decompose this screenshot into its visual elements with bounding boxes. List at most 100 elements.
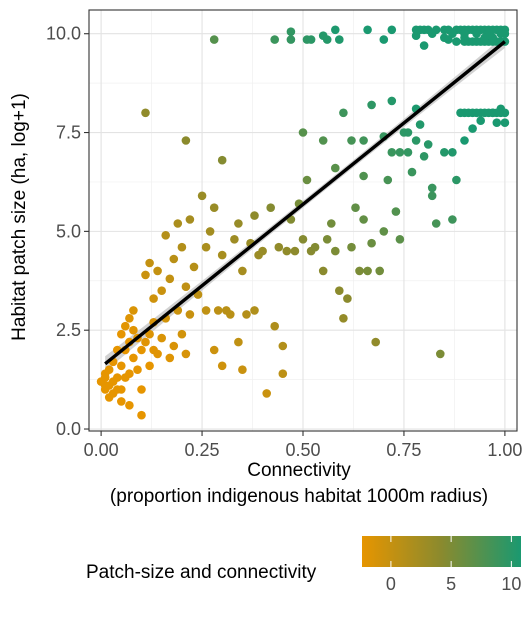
data-point xyxy=(318,31,328,40)
data-point xyxy=(205,227,215,236)
data-point xyxy=(230,235,239,244)
data-point xyxy=(460,33,469,42)
data-point xyxy=(242,310,251,319)
data-point xyxy=(113,373,122,382)
data-point xyxy=(403,148,413,157)
data-point xyxy=(258,246,267,256)
data-point xyxy=(181,349,191,359)
data-point xyxy=(331,163,340,173)
data-point xyxy=(351,203,360,212)
data-point xyxy=(423,140,433,149)
data-point xyxy=(274,242,284,252)
data-point xyxy=(286,35,296,44)
data-point xyxy=(209,345,219,355)
data-point xyxy=(137,345,146,355)
color-legend: Patch-size and connectivity 0 5 10 xyxy=(86,536,521,594)
y-axis-title: Habitat patch size (ha, log+1) xyxy=(9,93,30,341)
data-point xyxy=(339,108,348,118)
data-point xyxy=(165,274,175,284)
data-point xyxy=(234,219,243,228)
data-point xyxy=(427,29,437,38)
data-point xyxy=(347,136,356,145)
data-point xyxy=(359,215,368,224)
data-point xyxy=(488,33,498,42)
data-point xyxy=(444,35,453,44)
data-point xyxy=(145,258,154,268)
data-point xyxy=(448,148,457,157)
legend-tick-label: 0 xyxy=(386,574,396,594)
data-point xyxy=(121,321,130,331)
data-point xyxy=(427,183,437,193)
data-point xyxy=(129,353,138,363)
data-point xyxy=(306,35,316,44)
data-point xyxy=(177,329,187,339)
data-point xyxy=(460,136,469,145)
data-point xyxy=(226,310,235,319)
data-point xyxy=(201,242,211,252)
data-point xyxy=(427,191,437,201)
data-point xyxy=(387,25,397,35)
data-point xyxy=(355,266,364,276)
data-point xyxy=(234,337,243,347)
data-point xyxy=(173,219,183,228)
data-point xyxy=(419,41,429,50)
data-point xyxy=(383,175,393,185)
data-point xyxy=(318,266,328,276)
data-point xyxy=(153,266,162,276)
legend-ticks: 0 5 10 xyxy=(386,536,521,594)
data-point xyxy=(452,37,461,46)
legend-colorbar xyxy=(362,536,521,567)
data-point xyxy=(141,270,150,280)
trend-line-group xyxy=(104,40,506,366)
data-point xyxy=(290,246,300,256)
data-point xyxy=(117,385,126,394)
data-point xyxy=(169,341,179,351)
data-point xyxy=(117,329,126,339)
data-point xyxy=(298,128,308,137)
y-tick-label: 7.5 xyxy=(56,123,81,143)
data-point xyxy=(278,369,288,379)
data-point xyxy=(137,410,146,420)
data-point xyxy=(452,175,461,185)
legend-title: Patch-size and connectivity xyxy=(86,562,317,583)
data-point xyxy=(472,29,481,38)
data-point xyxy=(282,246,292,256)
data-point xyxy=(335,286,344,296)
data-point xyxy=(137,385,146,394)
data-point xyxy=(339,314,348,323)
data-point xyxy=(387,148,397,157)
data-point xyxy=(177,242,187,252)
data-point xyxy=(209,203,219,212)
data-point xyxy=(440,148,449,157)
data-point xyxy=(318,136,328,145)
data-point xyxy=(500,108,510,118)
data-point xyxy=(250,306,259,315)
data-point xyxy=(322,235,332,244)
data-point xyxy=(363,266,372,276)
data-point xyxy=(492,118,502,127)
data-point xyxy=(129,306,138,315)
data-point xyxy=(161,231,170,240)
data-point xyxy=(270,35,280,44)
data-point xyxy=(185,310,195,319)
data-point xyxy=(411,136,421,145)
data-point xyxy=(331,25,340,35)
data-point xyxy=(181,282,191,292)
data-point xyxy=(104,365,114,375)
data-point xyxy=(117,361,126,371)
data-point xyxy=(395,235,405,244)
data-point xyxy=(201,306,211,315)
data-point xyxy=(436,349,445,359)
y-axis-ticks: 0.0 2.5 5.0 7.5 10.0 xyxy=(46,24,89,439)
legend-tick-label: 10 xyxy=(501,574,521,594)
data-point xyxy=(286,27,296,36)
x-axis-ticks: 0.00 0.25 0.50 0.75 1.00 xyxy=(84,431,522,460)
data-point xyxy=(407,167,417,177)
data-point xyxy=(185,215,195,224)
data-point xyxy=(133,365,142,375)
data-point xyxy=(500,29,510,38)
data-point xyxy=(165,353,175,363)
y-tick-label: 0.0 xyxy=(56,419,81,439)
data-point xyxy=(129,325,138,335)
